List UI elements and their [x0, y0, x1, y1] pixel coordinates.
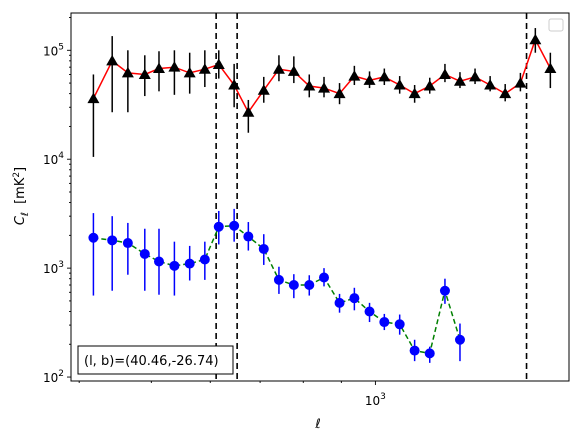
- data-point: [423, 80, 436, 91]
- data-point: [87, 92, 100, 104]
- data-point: [122, 238, 133, 249]
- data-point: [334, 297, 345, 308]
- annotation-text: (l, b)=(40.46,-26.74): [84, 354, 219, 369]
- data-point: [499, 87, 512, 99]
- data-point: [138, 68, 151, 79]
- data-point: [378, 70, 391, 82]
- x-tick-label: 103: [365, 392, 386, 408]
- data-point: [183, 66, 196, 78]
- series-line: [92, 37, 552, 114]
- y-tick-label: 105: [43, 42, 64, 58]
- plot-frame: [70, 12, 570, 382]
- data-point: [303, 80, 316, 91]
- data-point: [469, 70, 482, 82]
- series-line: [93, 224, 461, 355]
- data-point: [333, 87, 346, 99]
- data-point: [229, 220, 240, 231]
- data-point: [139, 248, 150, 259]
- legend: [548, 18, 564, 32]
- data-point: [364, 306, 375, 317]
- data-point: [152, 62, 165, 74]
- y-tick-label: 103: [43, 260, 64, 276]
- data-point: [213, 221, 224, 232]
- data-point: [454, 334, 465, 345]
- data-point: [544, 62, 557, 74]
- data-point: [424, 348, 435, 359]
- series-0: [87, 28, 557, 157]
- data-point: [184, 258, 195, 269]
- data-point: [304, 280, 315, 291]
- data-point: [228, 79, 241, 90]
- data-point: [409, 345, 420, 356]
- y-axis-label: Cℓ[mK2]: [12, 167, 31, 225]
- y-tick-label: 104: [43, 151, 64, 167]
- data-point: [88, 232, 99, 243]
- data-point: [349, 293, 360, 304]
- data-point: [273, 274, 284, 285]
- data-point: [393, 79, 406, 90]
- y-tick-label: 102: [43, 369, 64, 385]
- data-point: [287, 65, 300, 76]
- data-point: [438, 68, 451, 79]
- data-point: [319, 272, 330, 283]
- data-point: [169, 260, 180, 271]
- data-point: [379, 317, 390, 328]
- data-point: [514, 77, 527, 88]
- data-point: [363, 74, 376, 85]
- data-point: [243, 231, 254, 242]
- x-axis-label: ℓ: [314, 417, 320, 432]
- x-axis: 103: [78, 381, 386, 408]
- annotation-box: (l, b)=(40.46,-26.74): [77, 345, 234, 375]
- data-point: [199, 254, 210, 265]
- data-point: [198, 63, 211, 74]
- series-1: [88, 208, 465, 363]
- data-point: [408, 87, 421, 99]
- data-point: [288, 280, 299, 291]
- data-point: [272, 63, 285, 74]
- data-point: [168, 61, 181, 72]
- data-point: [258, 243, 269, 254]
- data-point: [121, 66, 134, 78]
- data-point: [106, 54, 119, 66]
- plot-layer: [87, 13, 557, 381]
- data-point: [257, 84, 270, 95]
- data-point: [348, 70, 361, 81]
- data-point: [529, 33, 542, 45]
- data-point: [153, 256, 164, 267]
- data-point: [212, 58, 225, 70]
- data-point: [318, 82, 331, 93]
- data-point: [394, 319, 405, 330]
- data-point: [484, 79, 497, 90]
- data-point: [453, 75, 466, 86]
- y-axis: 102 103 104 105: [43, 17, 71, 385]
- data-point: [107, 235, 118, 246]
- data-point: [439, 285, 450, 296]
- data-point: [242, 106, 255, 117]
